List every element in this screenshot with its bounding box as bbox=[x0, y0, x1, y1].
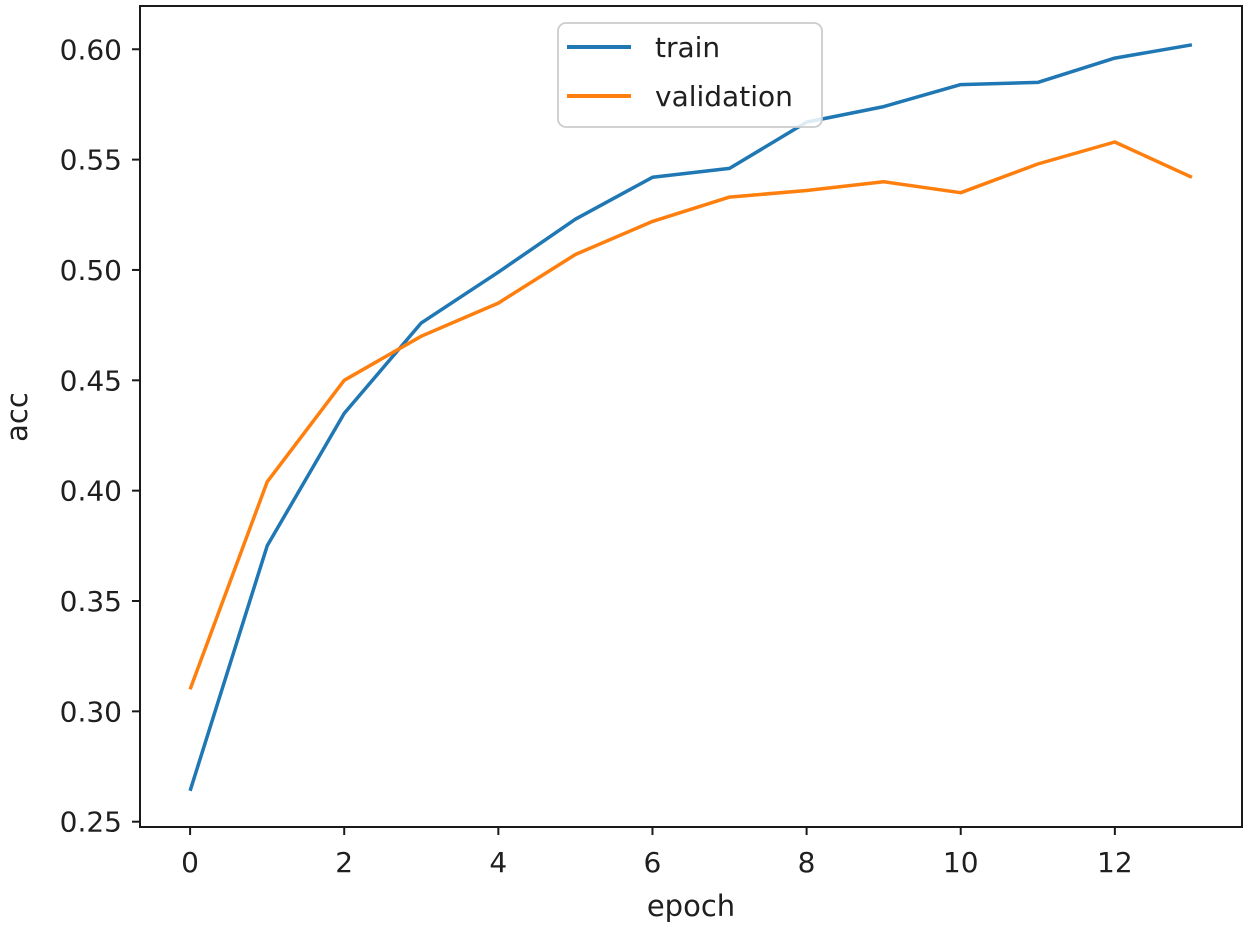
plot-border bbox=[139, 5, 1243, 828]
series-lines bbox=[188, 43, 1193, 792]
plot-area bbox=[140, 6, 1242, 827]
validation-line bbox=[188, 140, 1193, 690]
legend-validation-label: validation bbox=[655, 80, 793, 113]
y-tick-label: 0.35 bbox=[60, 585, 122, 618]
x-axis-label: epoch bbox=[647, 889, 735, 923]
x-tick-label: 2 bbox=[335, 846, 353, 879]
y-tick-label: 0.60 bbox=[60, 33, 122, 66]
y-tick-label: 0.25 bbox=[60, 806, 122, 839]
y-tick-label: 0.50 bbox=[60, 254, 122, 287]
y-tick-label: 0.45 bbox=[60, 364, 122, 397]
x-tick-label: 6 bbox=[644, 846, 662, 879]
train-line bbox=[188, 43, 1193, 792]
y-tick-label: 0.55 bbox=[60, 144, 122, 177]
legend-train-label: train bbox=[655, 31, 720, 64]
y-axis-label: acc bbox=[0, 392, 34, 442]
x-tick-label: 10 bbox=[943, 846, 979, 879]
x-tick-label: 12 bbox=[1097, 846, 1133, 879]
y-tick-label: 0.30 bbox=[60, 695, 122, 728]
axis-ticks: 0 2 4 6 8 10 12 0.25 0.30 0.35 0.40 0.45 0.50 0.55 0.6… bbox=[60, 33, 1133, 879]
y-tick-label: 0.40 bbox=[60, 475, 122, 508]
x-tick-label: 8 bbox=[798, 846, 816, 879]
legend: train validation bbox=[557, 22, 823, 128]
x-tick-label: 4 bbox=[489, 846, 507, 879]
x-tick-label: 0 bbox=[181, 846, 199, 879]
